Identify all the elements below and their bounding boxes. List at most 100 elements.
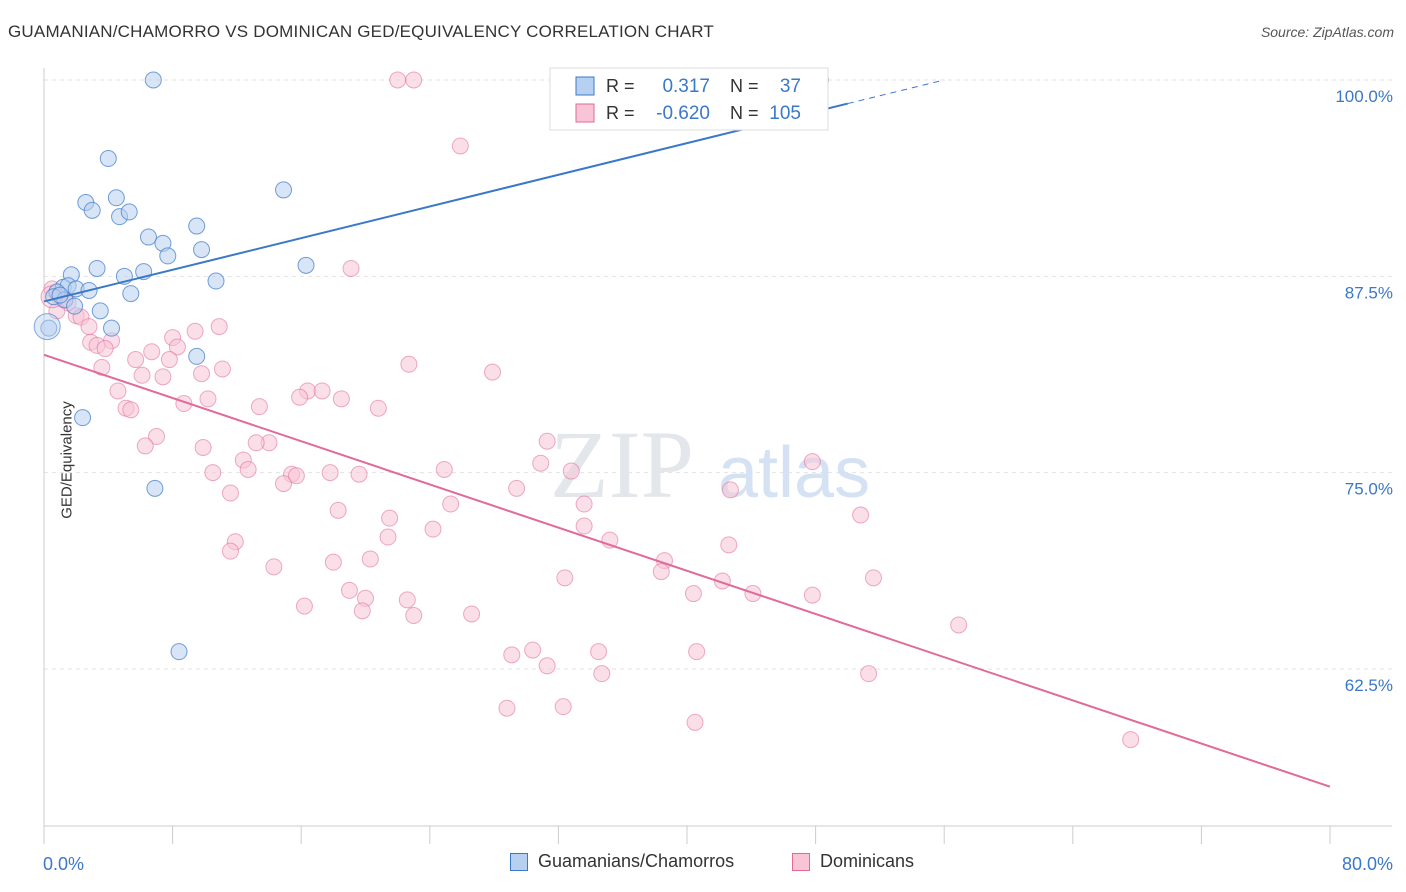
data-point-guamanian bbox=[40, 319, 58, 337]
data-point-dominican bbox=[143, 343, 161, 361]
data-point-dominican bbox=[451, 137, 469, 155]
data-point-dominican bbox=[122, 401, 140, 419]
x-tick-label: 80.0% bbox=[1342, 854, 1393, 874]
data-point-dominican bbox=[324, 553, 342, 571]
data-point-guamanian bbox=[83, 201, 101, 219]
data-point-dominican bbox=[353, 602, 371, 620]
data-point-dominican bbox=[686, 713, 704, 731]
legend-n-label-1: N = bbox=[730, 76, 759, 96]
legend-n-label-2: N = bbox=[730, 103, 759, 123]
data-point-dominican bbox=[405, 607, 423, 625]
data-point-dominican bbox=[342, 259, 360, 277]
data-point-dominican bbox=[652, 563, 670, 581]
legend-item-dominicans: Dominicans bbox=[792, 851, 914, 872]
trend-lines bbox=[43, 79, 1331, 788]
data-point-dominican bbox=[463, 605, 481, 623]
data-point-dominican bbox=[538, 432, 556, 450]
data-point-guamanian bbox=[188, 217, 206, 235]
legend-swatch-guamanians bbox=[510, 852, 528, 871]
data-point-guamanian bbox=[159, 247, 177, 265]
data-point-dominican bbox=[575, 495, 593, 513]
data-point-guamanian bbox=[99, 150, 117, 168]
data-point-dominican bbox=[109, 382, 127, 400]
data-point-dominican bbox=[435, 460, 453, 478]
data-point-guamanian bbox=[66, 297, 84, 315]
y-tick-label: 62.5% bbox=[1345, 676, 1393, 695]
legend-label-dominicans: Dominicans bbox=[820, 851, 915, 871]
data-point-dominican bbox=[381, 509, 399, 527]
data-point-dominican bbox=[562, 462, 580, 480]
data-point-dominican bbox=[250, 398, 268, 416]
data-point-dominican bbox=[133, 366, 151, 384]
data-point-dominican bbox=[1122, 731, 1140, 749]
data-point-dominican bbox=[684, 585, 702, 603]
watermark-atlas: atlas bbox=[718, 433, 870, 513]
data-point-dominican bbox=[127, 351, 145, 369]
data-point-dominican bbox=[168, 338, 186, 356]
x-tick-label: 0.0% bbox=[43, 854, 84, 874]
data-point-guamanian bbox=[170, 643, 188, 661]
data-point-dominican bbox=[803, 453, 821, 471]
data-point-guamanian bbox=[103, 319, 121, 337]
data-point-dominican bbox=[96, 340, 114, 358]
data-point-dominican bbox=[340, 581, 358, 599]
data-point-dominican bbox=[148, 428, 166, 446]
data-point-guamanian bbox=[33, 313, 61, 341]
trend-line-guamanians bbox=[43, 102, 848, 303]
data-point-dominican bbox=[524, 641, 542, 659]
legend-r-value-2: -0.620 bbox=[656, 103, 710, 124]
data-point-dominican bbox=[321, 464, 339, 482]
data-point-guamanian bbox=[144, 71, 162, 89]
y-tick-label: 100.0% bbox=[1335, 87, 1393, 106]
legend-n-value-2: 105 bbox=[769, 103, 801, 124]
data-point-dominican bbox=[136, 437, 154, 455]
data-point-dominican bbox=[221, 542, 239, 560]
data-point-dominican bbox=[329, 501, 347, 519]
grid-lines bbox=[44, 79, 1392, 670]
data-point-dominican bbox=[80, 318, 98, 336]
trend-line-dominicans bbox=[43, 353, 1331, 788]
data-point-dominican bbox=[350, 465, 368, 483]
data-point-dominican bbox=[154, 368, 172, 386]
data-point-dominican bbox=[210, 318, 228, 336]
legend-n-value-1: 37 bbox=[780, 76, 801, 97]
axes bbox=[43, 68, 1392, 844]
legend-r-label-2: R = bbox=[606, 103, 635, 123]
data-point-dominican bbox=[213, 360, 231, 378]
data-point-guamanian bbox=[91, 302, 109, 320]
data-point-dominican bbox=[239, 460, 257, 478]
data-point-guamanian bbox=[88, 259, 106, 277]
data-point-dominican bbox=[398, 591, 416, 609]
data-point-dominican bbox=[803, 586, 821, 604]
data-point-dominican bbox=[593, 665, 611, 683]
data-point-dominican bbox=[291, 388, 309, 406]
data-point-dominican bbox=[193, 365, 211, 383]
data-point-dominican bbox=[950, 616, 968, 634]
data-point-dominican bbox=[275, 475, 293, 493]
data-point-dominican bbox=[313, 382, 331, 400]
data-point-dominican bbox=[503, 646, 521, 664]
data-point-dominican bbox=[332, 390, 350, 408]
data-point-dominican bbox=[442, 495, 460, 513]
legend-swatch-blue bbox=[575, 76, 595, 96]
legend-top-box bbox=[549, 67, 829, 131]
data-point-dominican bbox=[247, 434, 265, 452]
data-point-dominican bbox=[721, 481, 739, 499]
data-point-dominican bbox=[194, 439, 212, 457]
data-point-dominican bbox=[405, 71, 423, 89]
data-point-dominican bbox=[575, 517, 593, 535]
legend-swatch-pink bbox=[575, 103, 595, 123]
data-point-dominican bbox=[483, 363, 501, 381]
data-point-dominican bbox=[287, 467, 305, 485]
legend-label-guamanians: Guamanians/Chamorros bbox=[538, 851, 735, 871]
legend-r-label-1: R = bbox=[606, 76, 635, 96]
legend-swatch-dominicans bbox=[792, 852, 810, 871]
chart-title: GUAMANIAN/CHAMORRO VS DOMINICAN GED/EQUI… bbox=[8, 22, 714, 41]
data-point-dominican bbox=[265, 558, 283, 576]
trend-line-guamanians-extension bbox=[847, 79, 945, 105]
data-point-dominican bbox=[556, 569, 574, 587]
data-point-dominican bbox=[295, 597, 313, 615]
data-point-guamanian bbox=[275, 181, 293, 199]
legend-bottom: Guamanians/Chamorros Dominicans bbox=[0, 851, 1406, 877]
legend-item-guamanians: Guamanians/Chamorros bbox=[510, 851, 734, 872]
